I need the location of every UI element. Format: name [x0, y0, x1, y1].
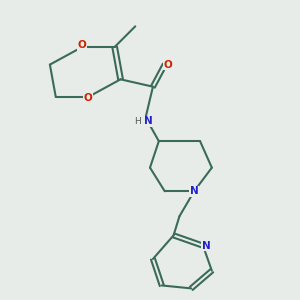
Text: N: N	[144, 116, 152, 126]
Text: H: H	[134, 117, 141, 126]
Text: O: O	[78, 40, 87, 50]
Text: O: O	[164, 60, 172, 70]
Text: O: O	[84, 94, 92, 103]
Text: N: N	[202, 241, 210, 251]
Text: N: N	[190, 186, 199, 196]
